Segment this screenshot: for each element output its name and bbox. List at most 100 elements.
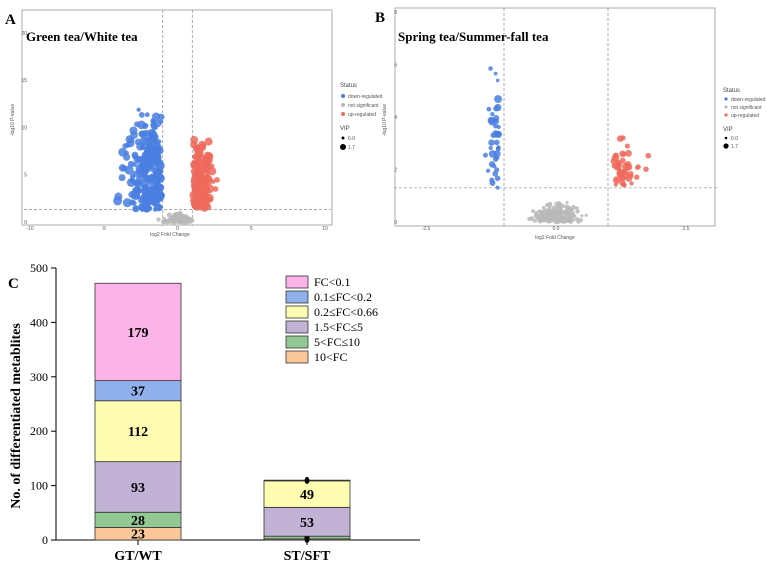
bar-y-tick-label: 200 [30,424,48,438]
volcano-point [199,144,207,151]
volcano-point [141,186,148,194]
volcano-point [158,119,164,124]
panel-c: C No. of differentiated metablites 0 100 2… [8,261,420,564]
volcano-point [160,219,165,224]
volcano-point [183,219,190,225]
bar-segment [94,400,182,463]
panel-a: A Green tea/White tea -10 -5 0 5 1005101520 … [5,9,383,238]
bar-segment-label: 49 [300,488,314,503]
bar-legend-swatch [285,350,309,364]
volcano-point [575,206,579,210]
volcano-point [145,174,155,184]
bar-legend-swatch [285,320,309,334]
volcano-point [486,106,492,112]
panel-b-xlabel: log2 Fold Change [535,235,575,241]
volcano-point [204,137,213,146]
volcano-point [154,196,160,201]
volcano-point [190,135,199,144]
bar-legend-swatch [285,290,309,304]
volcano-point [612,152,619,158]
bar-segment [94,282,182,382]
bar-y-axis-label: No. of differentiated metablites [9,323,24,509]
bar-segment-label: 28 [131,514,145,529]
volcano-point [490,132,497,139]
volcano-point [488,145,493,151]
volcano-point [193,153,201,161]
volcano-point [488,66,493,71]
volcano-point [142,173,148,178]
volcano-point [495,185,500,190]
volcano-point [538,211,544,217]
y-tick-label: 0 [394,220,397,226]
panel-b-legend: Status down-regulated not significant up… [723,88,766,150]
volcano-plot-a: -10 -5 0 5 10 0 5 10 15 20 [21,10,331,232]
volcano-point [200,199,206,205]
volcano-point [192,145,199,151]
volcano-point [201,180,207,186]
bar-y-tick-label: 100 [30,479,48,493]
volcano-point [202,160,209,166]
volcano-point [538,219,543,224]
panel-b-frame [394,7,716,227]
volcano-point [634,174,640,180]
volcano-point [613,182,618,187]
volcano-point [126,139,135,148]
x-tick-label: 0 [176,226,179,232]
volcano-point [193,173,203,183]
volcano-point [554,201,559,206]
panel-a-ylabel: -log10 P-value [10,104,16,136]
bar-y-tick-label: 300 [30,370,48,384]
legend-b-vip-large [723,143,729,149]
legend-b-vip-small-label: 0.0 [731,136,738,142]
volcano-point [619,150,626,158]
bar-legend-label: FC<0.1 [314,275,350,289]
volcano-point [529,216,535,222]
volcano-point [135,163,145,173]
volcano-point [619,157,626,164]
volcano-point [645,152,652,159]
panel-b-ylabel: -log10 P-value [382,104,388,136]
bar-y-tick-label: 0 [42,533,48,547]
panel-a-frame [21,9,333,226]
volcano-point [204,203,212,211]
volcano-point [494,95,503,104]
volcano-point [138,112,145,118]
x-tick-label: -5 [102,226,107,232]
volcano-point [214,176,220,183]
volcano-point [144,112,150,118]
bar-legend-label: 0.2≤FC<0.66 [314,305,378,319]
bar-segment-label: 93 [131,481,145,496]
volcano-point [564,204,569,210]
bar-y-tick-label: 500 [30,261,48,275]
volcano-point [567,211,574,218]
volcano-point [624,143,630,149]
volcano-point [550,210,556,216]
volcano-point [150,167,157,173]
legend-a-notsig-label: not significant [348,103,379,109]
bar-segment-label: 179 [128,326,149,341]
volcano-point [122,198,132,208]
volcano-point [584,213,588,217]
bar-legend-swatch [285,335,309,349]
volcano-point [643,166,649,173]
volcano-point [625,170,629,175]
volcano-point [575,209,580,214]
legend-a-status-title: Status [340,83,357,89]
panel-b: B Spring tea/Summer-fall tea -2.5 0.0 2.5 0… [375,7,766,241]
y-tick-label: 4 [394,115,397,121]
volcano-point [494,167,500,173]
volcano-point [621,182,626,188]
volcano-point [154,181,161,188]
volcano-point [207,167,217,176]
bar-legend-label: 0.1≤FC<0.2 [314,290,372,304]
volcano-point [488,150,497,158]
volcano-point [615,164,621,170]
volcano-point [190,218,195,223]
legend-b-down-marker [724,97,728,101]
volcano-point [629,181,634,186]
volcano-point [483,152,488,158]
volcano-point [130,131,138,139]
volcano-point [533,218,538,223]
